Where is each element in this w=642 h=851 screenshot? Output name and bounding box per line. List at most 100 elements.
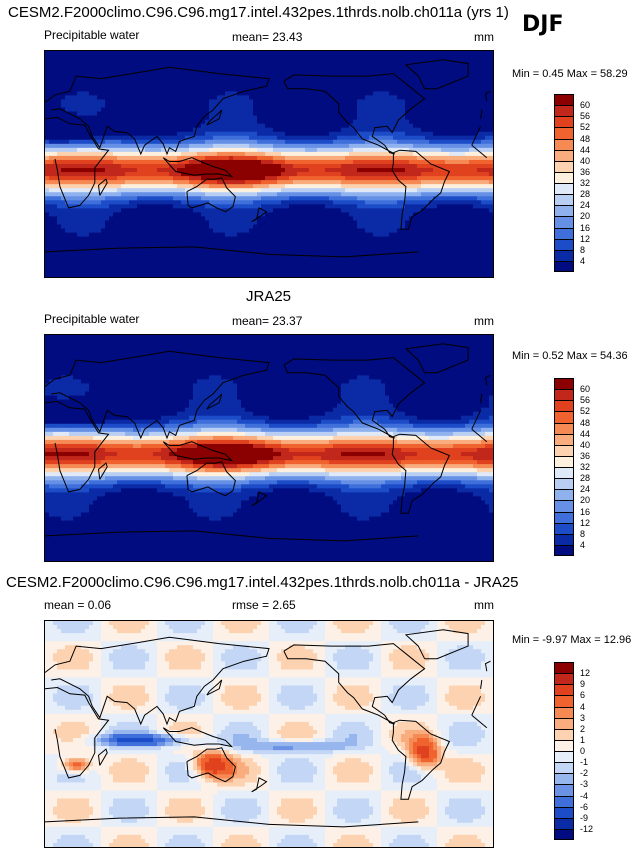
field-cell (69, 220, 74, 226)
field-cell (317, 111, 322, 117)
field-cell (369, 176, 374, 181)
field-cell (401, 119, 406, 125)
field-cell (385, 172, 390, 177)
field-cell (401, 212, 406, 218)
field-cell (297, 216, 302, 222)
field-cell (121, 119, 126, 125)
field-cell (161, 115, 166, 121)
field-cell (217, 111, 222, 117)
field-cell (337, 168, 342, 173)
field-cell (253, 123, 258, 129)
field-cell (485, 135, 490, 141)
field-cell (445, 184, 450, 189)
field-cell (101, 176, 106, 181)
field-cell (253, 51, 258, 56)
field-cell (429, 63, 434, 68)
field-cell (117, 147, 122, 153)
field-cell (285, 63, 290, 68)
field-cell (77, 75, 82, 80)
field-cell (241, 67, 246, 72)
field-cell (45, 55, 50, 60)
field-cell (57, 99, 62, 105)
field-cell (465, 172, 470, 177)
field-cell (365, 192, 370, 197)
field-cell (405, 184, 410, 189)
field-cell (57, 216, 62, 222)
field-cell (209, 212, 214, 218)
field-cell (329, 71, 334, 76)
field-cell (405, 127, 410, 133)
field-cell (297, 107, 302, 113)
field-cell (333, 75, 338, 80)
field-cell (301, 55, 306, 60)
field-cell (117, 196, 122, 201)
field-cell (433, 111, 438, 117)
field-cell (125, 71, 130, 76)
field-cell (301, 196, 306, 201)
field-cell (269, 159, 274, 165)
field-cell (97, 127, 102, 133)
field-cell (277, 184, 282, 189)
field-cell (189, 208, 194, 214)
field-cell (169, 71, 174, 76)
field-cell (65, 224, 70, 230)
field-cell (333, 184, 338, 189)
field-cell (425, 139, 430, 145)
field-cell (273, 135, 278, 141)
field-cell (225, 180, 230, 185)
field-cell (485, 91, 490, 96)
field-cell (489, 208, 493, 214)
field-cell (465, 103, 470, 109)
field-cell (265, 131, 270, 137)
field-cell (301, 71, 306, 76)
field-cell (405, 180, 410, 185)
field-cell (305, 55, 310, 60)
field-cell (465, 212, 470, 218)
field-cell (173, 208, 178, 214)
field-cell (117, 75, 122, 80)
field-cell (321, 172, 326, 177)
field-cell (429, 155, 434, 161)
field-cell (461, 220, 466, 226)
field-cell (457, 103, 462, 109)
field-cell (377, 71, 382, 76)
field-cell (233, 119, 238, 125)
field-cell (253, 87, 258, 92)
field-cell (65, 188, 70, 193)
field-cell (333, 180, 338, 185)
field-cell (305, 123, 310, 129)
field-cell (333, 63, 338, 68)
field-cell (389, 127, 394, 133)
field-cell (281, 164, 286, 169)
field-cell (269, 200, 274, 205)
field-cell (277, 224, 282, 230)
field-cell (269, 111, 274, 117)
field-cell (377, 123, 382, 129)
field-cell (485, 192, 490, 197)
field-cell (97, 111, 102, 117)
field-cell (301, 91, 306, 96)
field-cell (229, 127, 234, 133)
field-cell (153, 159, 158, 165)
field-cell (105, 184, 110, 189)
field-cell (81, 139, 86, 145)
field-cell (349, 155, 354, 161)
field-cell (169, 63, 174, 68)
field-cell (357, 204, 362, 209)
field-cell (145, 79, 150, 84)
field-cell (341, 55, 346, 60)
field-cell (217, 155, 222, 161)
field-cell (77, 155, 82, 161)
field-cell (201, 95, 206, 101)
field-cell (385, 75, 390, 80)
field-cell (469, 127, 474, 133)
field-cell (477, 59, 482, 64)
field-cell (61, 196, 66, 201)
field-cell (389, 103, 394, 109)
field-cell (393, 200, 398, 205)
field-cell (433, 224, 438, 230)
field-cell (57, 172, 62, 177)
field-cell (381, 188, 386, 193)
field-cell (113, 143, 118, 149)
field-cell (81, 172, 86, 177)
